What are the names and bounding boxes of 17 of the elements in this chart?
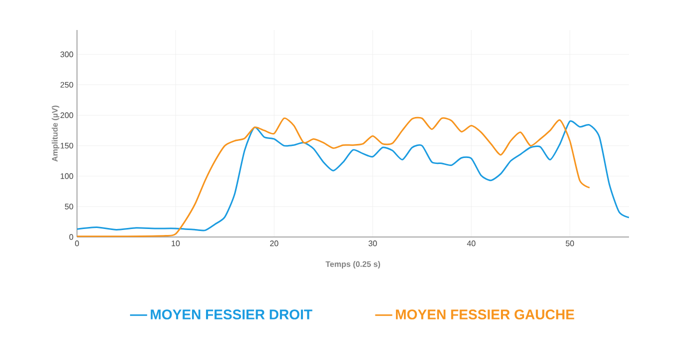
legend-label: MOYEN FESSIER GAUCHE <box>396 310 574 320</box>
x-tick-label: 40 <box>467 240 476 246</box>
y-tick-label: 100 <box>60 173 74 179</box>
y-tick-label: 200 <box>60 112 74 118</box>
x-tick-label: 10 <box>172 240 180 246</box>
x-tick-label: 20 <box>270 240 278 246</box>
x-tick-label: 0 <box>75 240 79 246</box>
legend-label: MOYEN FESSIER DROIT <box>150 310 312 320</box>
x-axis-title: Temps (0.25 s) <box>326 261 380 269</box>
y-tick-label: 0 <box>69 234 74 240</box>
y-tick-label: 300 <box>60 52 74 58</box>
y-tick-label: 150 <box>60 142 74 149</box>
y-axis-title: Amplitude (µV) <box>52 106 60 162</box>
x-tick-label: 50 <box>566 240 574 246</box>
x-tick-label: 30 <box>368 240 377 246</box>
y-tick-label: 50 <box>64 204 74 210</box>
y-tick-label: 250 <box>60 82 74 88</box>
